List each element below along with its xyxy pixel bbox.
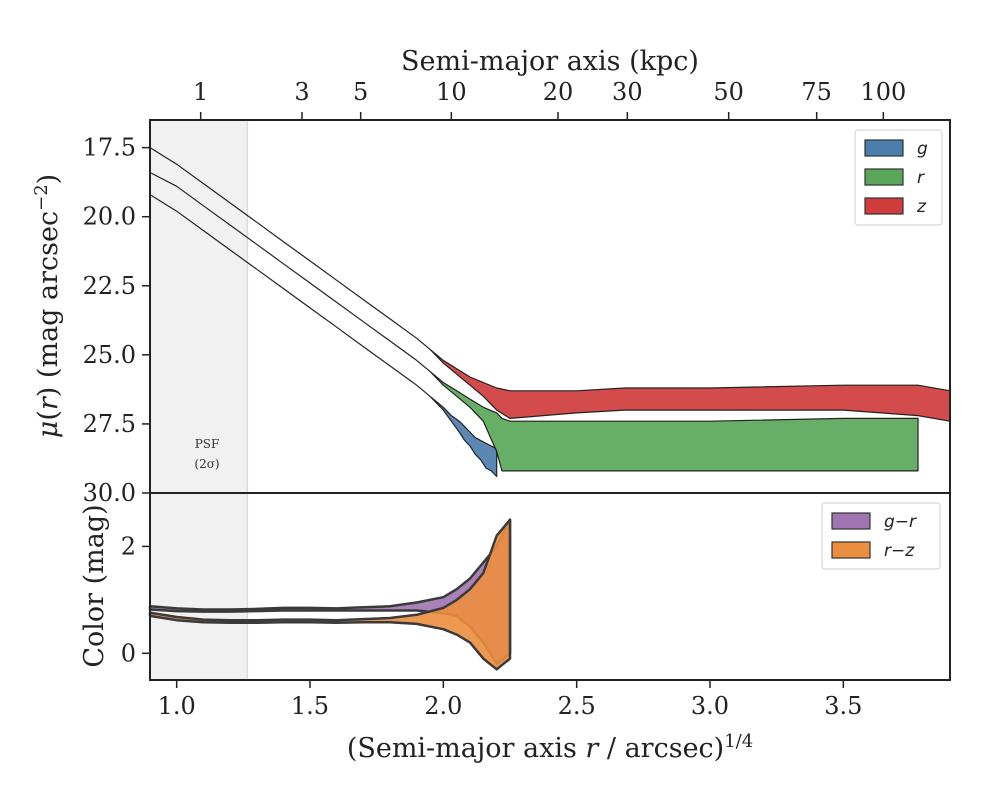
surface-brightness-series xyxy=(149,147,951,477)
x-tick-label: 2.0 xyxy=(424,692,462,720)
psf-sigma-label: (2σ) xyxy=(194,457,219,471)
bottom-x-axis-title: (Semi-major axis r / arcsec)1/4 xyxy=(347,731,753,765)
series-band-r-z xyxy=(148,518,512,671)
x-tick-label: 3.5 xyxy=(824,692,862,720)
top-x-tick-label: 3 xyxy=(294,78,309,106)
psf-shaded-region xyxy=(150,120,249,680)
y-tick-label: 20.0 xyxy=(83,203,136,231)
psf-label: PSF xyxy=(195,437,220,451)
y-tick-label: 22.5 xyxy=(83,272,136,300)
top-x-tick-label: 1 xyxy=(193,78,208,106)
top-x-axis-title: Semi-major axis (kpc) xyxy=(401,46,699,77)
legend-label-r-z: r−z xyxy=(884,541,915,561)
top-x-tick-label: 5 xyxy=(353,78,368,106)
color-legend: g−r r−z xyxy=(821,502,941,570)
legend-swatch-z xyxy=(864,197,904,215)
top-x-tick-label: 20 xyxy=(543,78,574,106)
x-tick-label: 1.5 xyxy=(291,692,329,720)
surface-brightness-legend: grz xyxy=(854,129,943,226)
top-y-axis-title: μ(r) (mag arcsec−2) xyxy=(31,174,65,438)
y-tick-label: 17.5 xyxy=(83,134,136,162)
series-band-r xyxy=(149,171,919,472)
legend-swatch-g-r xyxy=(831,512,871,530)
series-band-z xyxy=(149,147,951,422)
top-x-tick-label: 75 xyxy=(801,78,832,106)
psf-shade xyxy=(150,120,248,680)
color-y-tick-label: 0 xyxy=(121,639,136,667)
y-tick-label: 30.0 xyxy=(83,479,136,507)
legend-swatch-r-z xyxy=(831,541,871,559)
y-tick-label: 25.0 xyxy=(83,341,136,369)
legend-label-g: g xyxy=(917,139,928,159)
top-x-tick-label: 10 xyxy=(436,78,467,106)
color-series xyxy=(148,518,512,671)
legend-label-z: z xyxy=(916,197,927,217)
legend-swatch-r xyxy=(864,168,904,186)
axis-ticks: 17.520.022.525.027.530.01 3 5 10 20 30 50 75 100… xyxy=(83,78,907,720)
legend-swatch-g xyxy=(864,139,904,157)
legend-label-r: r xyxy=(917,168,925,188)
x-tick-label: 2.5 xyxy=(558,692,596,720)
top-x-tick-label: 50 xyxy=(713,78,744,106)
x-tick-label: 3.0 xyxy=(691,692,729,720)
top-x-tick-label: 100 xyxy=(860,78,906,106)
x-tick-label: 1.0 xyxy=(158,692,196,720)
bottom-y-axis-title: Color (mag) xyxy=(79,504,110,667)
y-tick-label: 27.5 xyxy=(83,410,136,438)
color-y-tick-label: 2 xyxy=(121,532,136,560)
series-band-g xyxy=(149,194,498,477)
top-x-tick-label: 30 xyxy=(612,78,643,106)
legend-label-g-r: g−r xyxy=(884,512,917,532)
bottom-panel-frame xyxy=(149,492,951,681)
